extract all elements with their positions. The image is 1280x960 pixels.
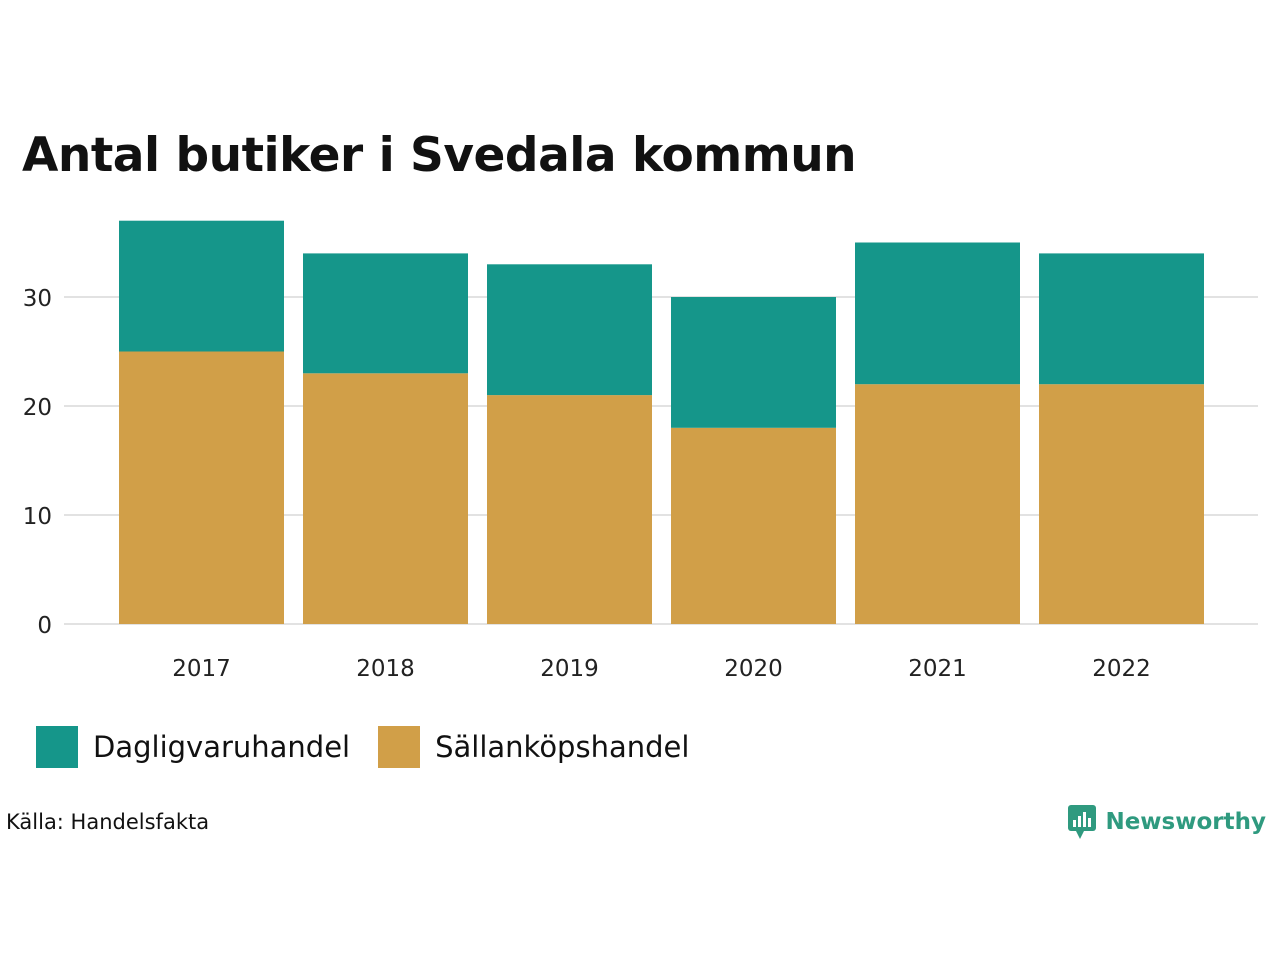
bar-s-llank-pshandel-2021[interactable] xyxy=(855,384,1020,624)
bar-dagligvaruhandel-2017[interactable] xyxy=(119,220,284,352)
x-tick-label-2019: 2019 xyxy=(540,656,599,682)
legend-label-sallankopshandel: Sällanköpshandel xyxy=(435,730,690,764)
y-tick-label-0: 0 xyxy=(37,613,52,639)
y-axis-ticks: 0 10 20 30 xyxy=(23,286,52,639)
x-tick-label-2020: 2020 xyxy=(724,656,783,682)
bar-dagligvaruhandel-2019[interactable] xyxy=(487,264,652,396)
bar-s-llank-pshandel-2020[interactable] xyxy=(671,427,836,624)
bar-s-llank-pshandel-2017[interactable] xyxy=(119,351,284,625)
legend: Dagligvaruhandel Sällanköpshandel xyxy=(36,725,717,769)
legend-item-sallankopshandel[interactable]: Sällanköpshandel xyxy=(378,726,689,768)
x-tick-label-2021: 2021 xyxy=(908,656,967,682)
newsworthy-logo-text: Newsworthy xyxy=(1105,809,1266,835)
legend-swatch-sallankopshandel xyxy=(378,726,421,768)
y-tick-label-10: 10 xyxy=(23,504,52,530)
x-tick-label-2018: 2018 xyxy=(356,656,415,682)
legend-item-dagligvaruhandel[interactable]: Dagligvaruhandel xyxy=(36,726,350,768)
stacked-bar-chart: 0 10 20 30 2017 2018 2019 2020 2021 2022 xyxy=(23,220,1258,682)
bar-s-llank-pshandel-2022[interactable] xyxy=(1039,384,1204,624)
y-tick-label-30: 30 xyxy=(23,286,52,312)
x-tick-label-2022: 2022 xyxy=(1092,656,1151,682)
bar-s-llank-pshandel-2019[interactable] xyxy=(487,395,652,624)
bar-dagligvaruhandel-2022[interactable] xyxy=(1039,253,1204,385)
legend-label-dagligvaruhandel: Dagligvaruhandel xyxy=(93,730,351,764)
source-note: Källa: Handelsfakta xyxy=(6,810,210,834)
newsworthy-logo-icon xyxy=(1068,805,1097,839)
x-axis-ticks: 2017 2018 2019 2020 2021 2022 xyxy=(172,656,1151,682)
bar-dagligvaruhandel-2020[interactable] xyxy=(671,297,836,428)
bar-dagligvaruhandel-2021[interactable] xyxy=(855,242,1020,385)
newsworthy-logo[interactable]: Newsworthy xyxy=(1067,804,1266,840)
bar-s-llank-pshandel-2018[interactable] xyxy=(303,373,468,624)
bars xyxy=(119,220,1204,625)
legend-swatch-dagligvaruhandel xyxy=(36,726,78,768)
bar-dagligvaruhandel-2018[interactable] xyxy=(303,253,468,374)
x-tick-label-2017: 2017 xyxy=(172,656,231,682)
chart-title: Antal butiker i Svedala kommun xyxy=(22,128,857,183)
y-tick-label-20: 20 xyxy=(23,395,52,421)
